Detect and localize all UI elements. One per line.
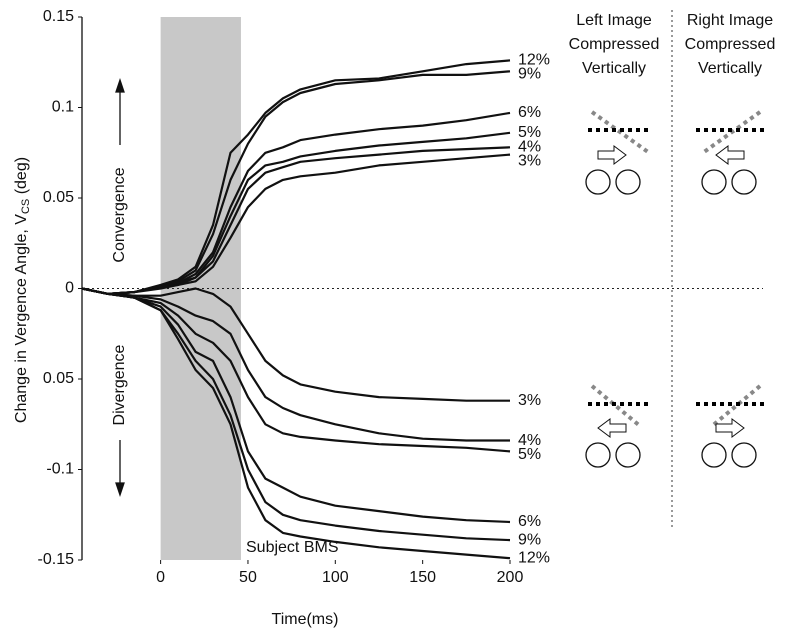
- arrow-left: [715, 145, 745, 165]
- panel-title: Vertically: [698, 60, 762, 77]
- x-tick-label: 50: [239, 569, 257, 586]
- direction-arrows: [115, 77, 125, 498]
- series-line: [81, 287, 511, 524]
- arrowhead: [115, 77, 125, 93]
- series-line: [81, 153, 511, 295]
- arrowhead: [115, 482, 125, 498]
- eye: [731, 442, 757, 468]
- panel-title: Left Image: [576, 12, 652, 29]
- series-label: 5%: [518, 446, 541, 463]
- arrow-right: [597, 145, 627, 165]
- series-label: 6%: [518, 104, 541, 121]
- eye: [731, 169, 757, 195]
- series-line: [81, 287, 511, 453]
- eye: [615, 169, 641, 195]
- series-label: 9%: [518, 66, 541, 83]
- series-label: 4%: [518, 432, 541, 449]
- series-label: 6%: [518, 513, 541, 530]
- series-line: [81, 131, 511, 295]
- series-label: 12%: [518, 549, 550, 566]
- x-tick-label: 200: [497, 569, 524, 586]
- series-line: [81, 287, 511, 560]
- image-line: [590, 384, 642, 428]
- y-tick-label: 0.1: [52, 99, 74, 116]
- series-line: [81, 287, 510, 442]
- arrow-left: [597, 418, 627, 438]
- x-tick-label: 150: [409, 569, 436, 586]
- y-axis-label-subscript: CS: [20, 199, 32, 214]
- eye: [701, 169, 727, 195]
- series-line: [81, 59, 511, 295]
- series-label: 4%: [518, 139, 541, 156]
- panel-title: Right Image: [687, 12, 773, 29]
- y-tick-label: 0.15: [43, 8, 74, 25]
- x-tick-label: 100: [322, 569, 349, 586]
- panel-title: Compressed: [685, 36, 776, 53]
- y-tick-label: -0.15: [38, 551, 75, 568]
- eye: [585, 169, 611, 195]
- image-line: [710, 384, 762, 428]
- y-axis-label: Change in Vergence Angle, VCS (deg): [13, 157, 32, 423]
- eye: [615, 442, 641, 468]
- y-axis-label-text: Change in Vergence Angle, V: [13, 214, 30, 423]
- series-label: 12%: [518, 52, 550, 69]
- series-line: [81, 146, 511, 295]
- y-axis-label-unit: (deg): [13, 157, 30, 199]
- x-axis-label: Time(ms): [272, 611, 339, 628]
- series-label: 3%: [518, 153, 541, 170]
- x-tick-label: 0: [156, 569, 165, 586]
- panel-diagrams: [585, 10, 766, 530]
- series-line: [81, 287, 510, 402]
- series-line: [81, 70, 511, 295]
- panel-title: Vertically: [582, 60, 646, 77]
- series-label: 5%: [518, 124, 541, 141]
- panel-title: Compressed: [569, 36, 660, 53]
- annotation: Divergence: [111, 344, 128, 425]
- series-label: 3%: [518, 392, 541, 409]
- arrow-right: [715, 418, 745, 438]
- y-tick-label: 0.05: [43, 370, 74, 387]
- y-tick-label: 0: [65, 280, 74, 297]
- y-tick-label: 0.05: [43, 189, 74, 206]
- annotation: Convergence: [111, 167, 128, 262]
- series-label: 9%: [518, 531, 541, 548]
- annotation: Subject BMS: [246, 539, 338, 556]
- eye: [585, 442, 611, 468]
- eye: [701, 442, 727, 468]
- y-tick-label: -0.1: [46, 461, 74, 478]
